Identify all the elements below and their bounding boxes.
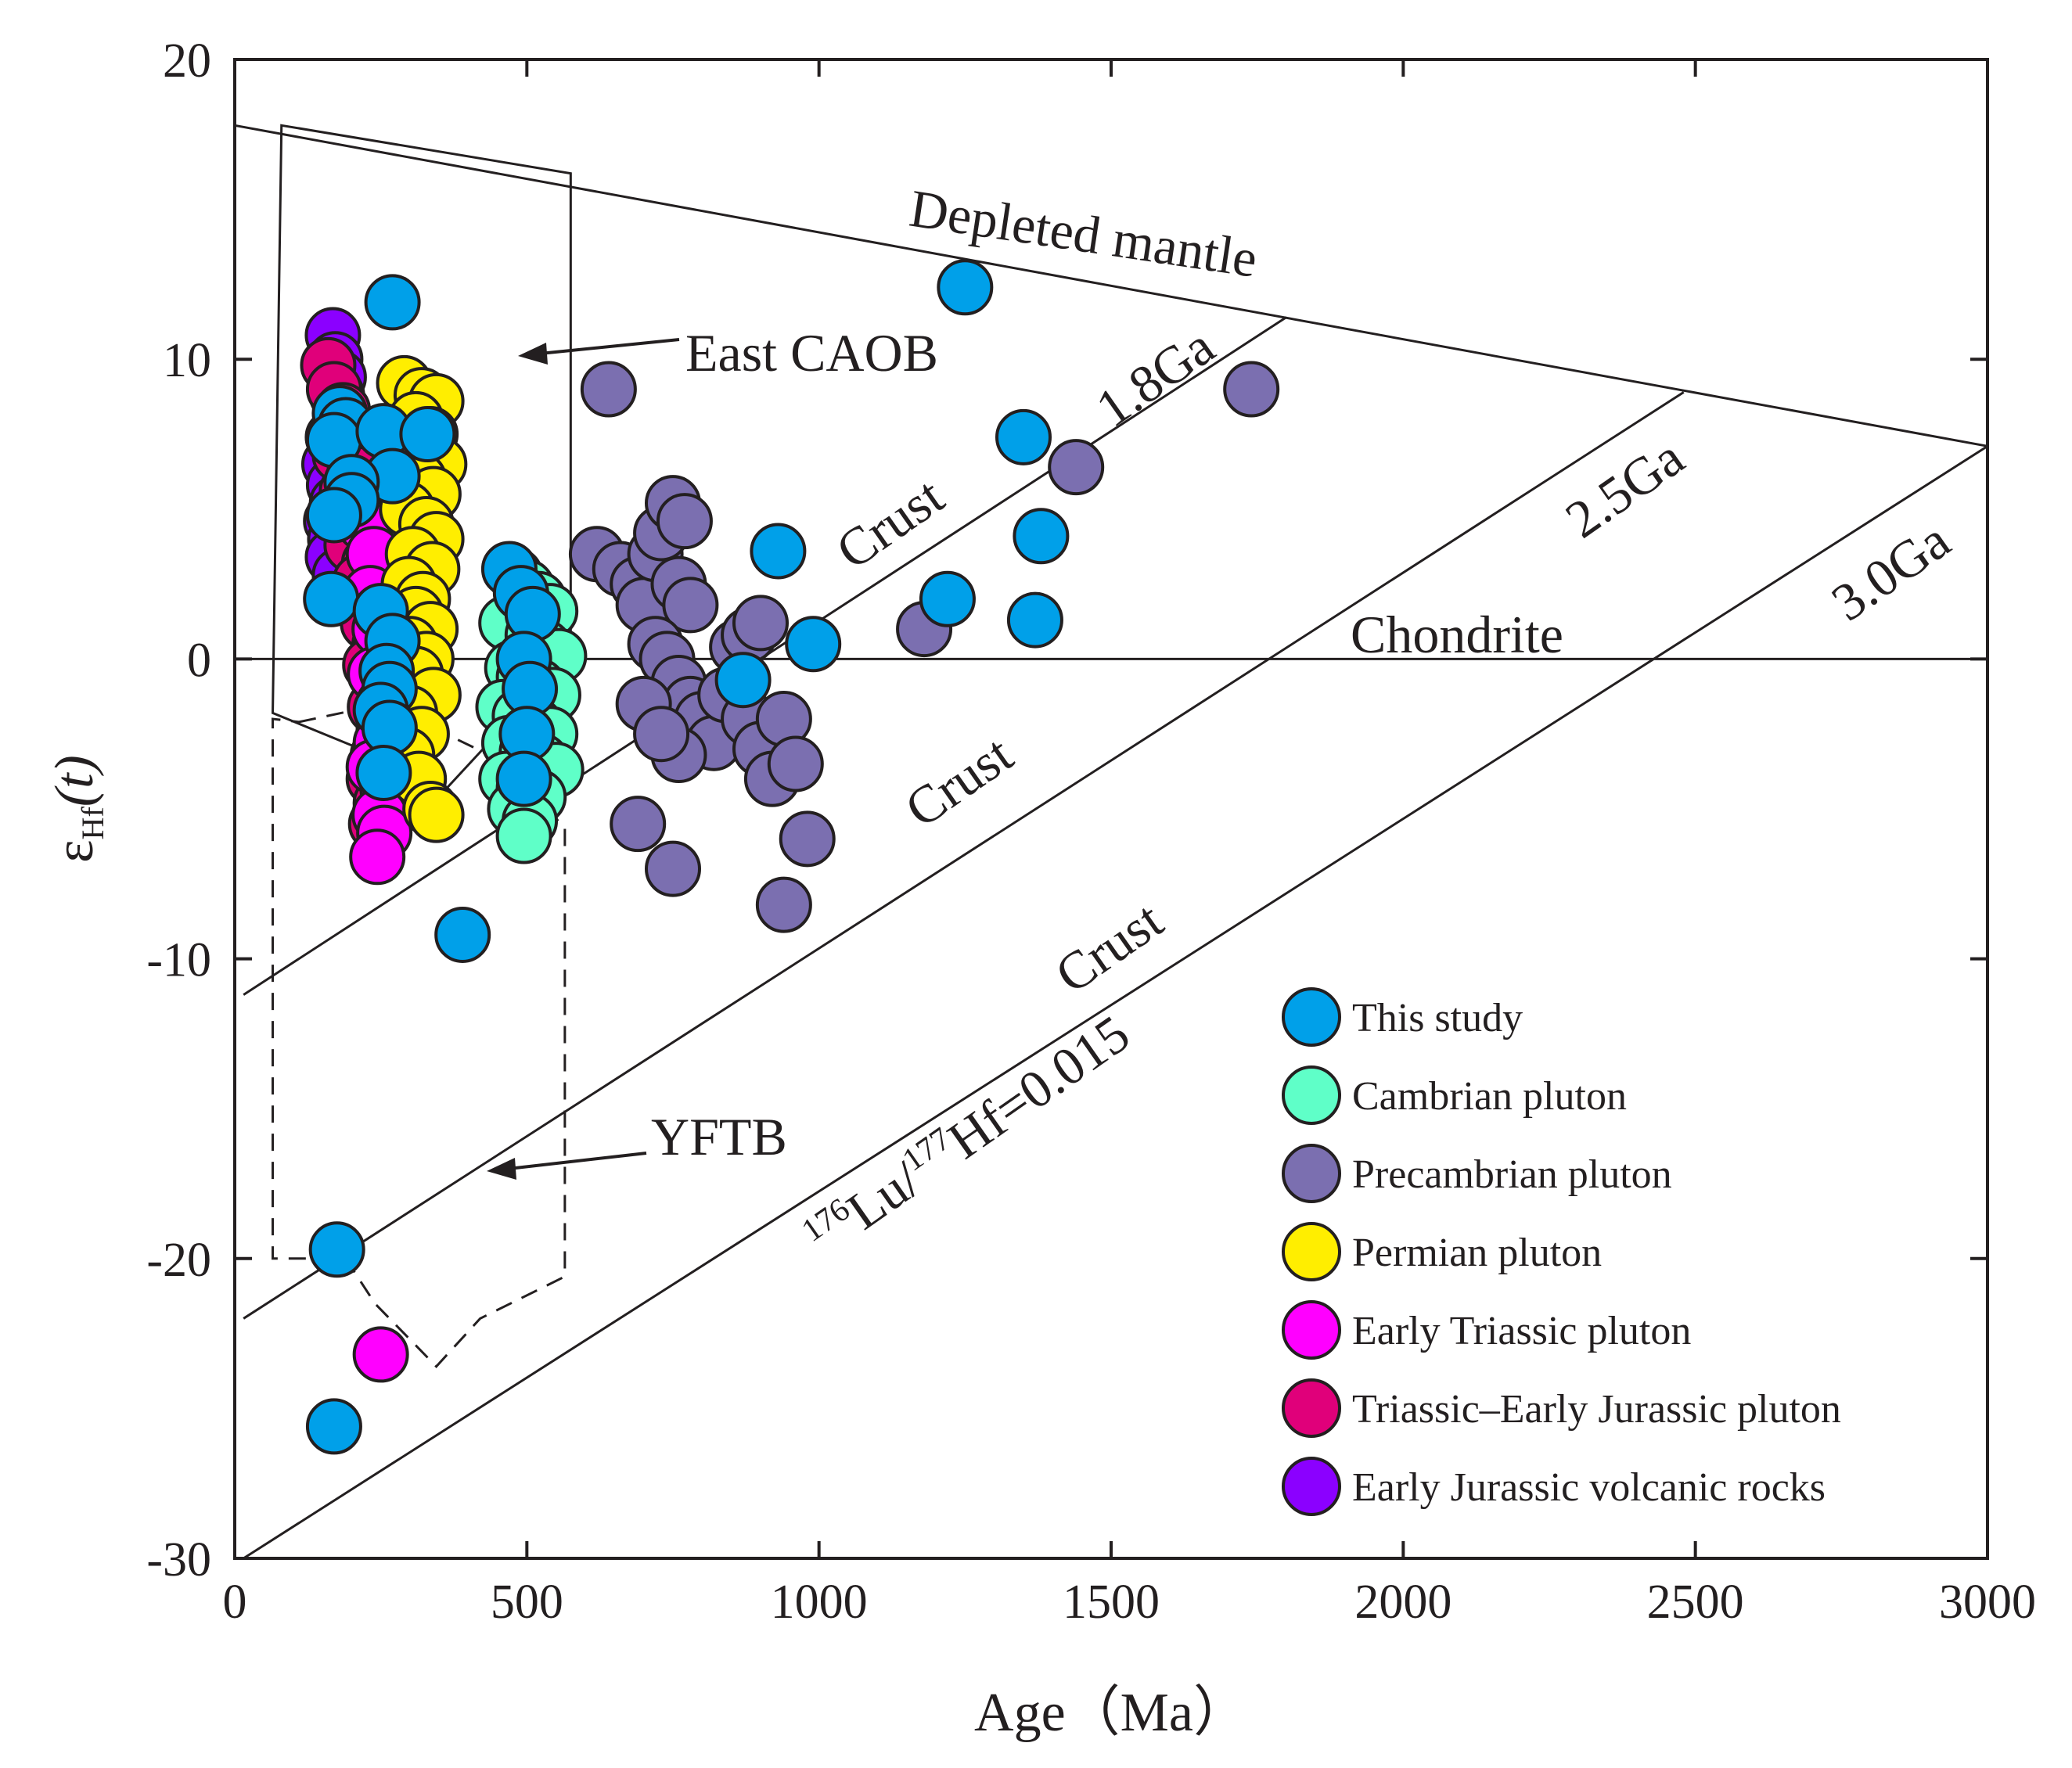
y-tick-label: -30 xyxy=(146,1533,211,1587)
x-tick-label: 1500 xyxy=(1063,1576,1160,1629)
point-precambrian-pluton xyxy=(645,840,701,897)
crust-label-middle: Crust xyxy=(894,724,1023,839)
point-this-study xyxy=(399,406,456,462)
chondrite-label: Chondrite xyxy=(1351,605,1563,664)
ga-25-label: 2.5Ga xyxy=(1555,427,1694,549)
x-tick-label: 1000 xyxy=(771,1576,868,1629)
point-cambrian-pluton xyxy=(495,807,552,864)
point-precambrian-pluton xyxy=(633,706,690,763)
point-this-study xyxy=(434,906,491,963)
crust-2.5ga-line xyxy=(243,391,1685,1320)
yftb-arrow xyxy=(508,1152,647,1170)
point-precambrian-pluton xyxy=(755,876,812,933)
legend-label-triassic-early-jurassic-pluton: Triassic–Early Jurassic pluton xyxy=(1352,1387,1841,1432)
field-regions xyxy=(272,124,572,1368)
series-this-study xyxy=(303,259,1070,1455)
point-this-study xyxy=(785,616,842,673)
y-axis-title: εHf(t) xyxy=(45,755,110,863)
legend-marker-triassic-early-jurassic-pluton xyxy=(1282,1378,1341,1438)
point-this-study xyxy=(995,408,1052,465)
point-this-study xyxy=(303,570,360,627)
east-caob-field xyxy=(272,124,572,811)
point-early-triassic-pluton xyxy=(352,1326,409,1383)
y-tick-label: 10 xyxy=(163,334,211,387)
east-caob-label: East CAOB xyxy=(685,323,938,383)
point-this-study xyxy=(305,1398,362,1455)
legend-label-early-jurassic-volcanic-rocks: Early Jurassic volcanic rocks xyxy=(1352,1465,1826,1510)
point-this-study xyxy=(1006,591,1063,649)
x-tick-label: 0 xyxy=(223,1576,247,1629)
legend-marker-permian-pluton xyxy=(1282,1222,1341,1281)
y-tick-label: -10 xyxy=(146,934,211,987)
point-precambrian-pluton xyxy=(732,595,789,652)
axis-ticks: 0 500 1000 1500 2000 2500 3000 -30 -20 -10 0 10 20 xyxy=(146,34,2036,1629)
x-tick-label: 500 xyxy=(491,1576,563,1629)
ga-18-label: 1.8Ga xyxy=(1085,316,1225,438)
ga-30-label: 3.0Ga xyxy=(1821,510,1960,632)
point-this-study xyxy=(1013,508,1070,565)
y-axis-title-subscript: Hf xyxy=(75,807,110,840)
east-caob-arrowhead xyxy=(518,343,548,365)
legend-marker-this-study xyxy=(1282,987,1341,1047)
y-tick-label: 0 xyxy=(187,634,211,687)
ratio-hf: Hf=0.015 xyxy=(937,1004,1140,1170)
legend: This study Cambrian pluton Precambrian plu… xyxy=(1282,987,1841,1516)
yftb-arrowhead xyxy=(487,1158,516,1180)
crust-3.0ga-line xyxy=(243,445,1988,1560)
point-this-study xyxy=(714,652,772,709)
legend-marker-early-jurassic-volcanic-rocks xyxy=(1282,1457,1341,1516)
crust-label-upper: Crust xyxy=(826,465,954,580)
legend-label-precambrian-pluton: Precambrian pluton xyxy=(1352,1152,1672,1197)
point-precambrian-pluton xyxy=(1048,439,1105,496)
point-this-study xyxy=(308,1221,365,1278)
point-precambrian-pluton xyxy=(656,493,713,550)
x-tick-label: 2500 xyxy=(1647,1576,1744,1629)
point-permian-pluton xyxy=(408,786,465,843)
legend-marker-cambrian-pluton xyxy=(1282,1065,1341,1125)
point-this-study xyxy=(495,750,552,807)
point-this-study xyxy=(919,570,976,627)
point-precambrian-pluton xyxy=(767,735,824,792)
point-this-study xyxy=(750,523,807,580)
point-this-study xyxy=(364,274,421,331)
point-precambrian-pluton xyxy=(662,577,719,634)
x-tick-label: 2000 xyxy=(1354,1576,1451,1629)
series-precambrian-pluton xyxy=(568,361,1280,933)
legend-label-this-study: This study xyxy=(1352,996,1523,1040)
data-points xyxy=(300,259,1280,1455)
legend-label-early-triassic-pluton: Early Triassic pluton xyxy=(1352,1309,1691,1353)
y-axis-title-suffix: (t) xyxy=(45,755,105,807)
yftb-field xyxy=(272,703,567,1368)
y-axis-title-symbol: ε xyxy=(45,839,105,862)
x-tick-label: 3000 xyxy=(1939,1576,2036,1629)
x-axis-title: Age（Ma） xyxy=(974,1683,1248,1743)
point-precambrian-pluton xyxy=(580,361,637,418)
legend-marker-precambrian-pluton xyxy=(1282,1144,1341,1203)
y-tick-label: -20 xyxy=(146,1234,211,1287)
point-precambrian-pluton xyxy=(610,796,667,853)
point-this-study xyxy=(305,487,362,544)
y-tick-label: 20 xyxy=(163,34,211,88)
point-this-study xyxy=(937,259,994,316)
point-precambrian-pluton xyxy=(1223,361,1280,418)
depleted-mantle-line xyxy=(234,124,1988,447)
yftb-label: YFTB xyxy=(651,1107,787,1166)
legend-label-permian-pluton: Permian pluton xyxy=(1352,1231,1602,1275)
crust-label-lower: Crust xyxy=(1045,889,1173,1004)
point-early-triassic-pluton xyxy=(349,828,406,886)
point-this-study xyxy=(355,745,412,802)
lu-hf-ratio-label: 176Lu/177Hf=0.015 xyxy=(795,1003,1139,1269)
point-precambrian-pluton xyxy=(779,810,836,868)
legend-marker-early-triassic-pluton xyxy=(1282,1300,1341,1360)
legend-label-cambrian-pluton: Cambrian pluton xyxy=(1352,1074,1627,1119)
east-caob-arrow xyxy=(539,338,680,355)
